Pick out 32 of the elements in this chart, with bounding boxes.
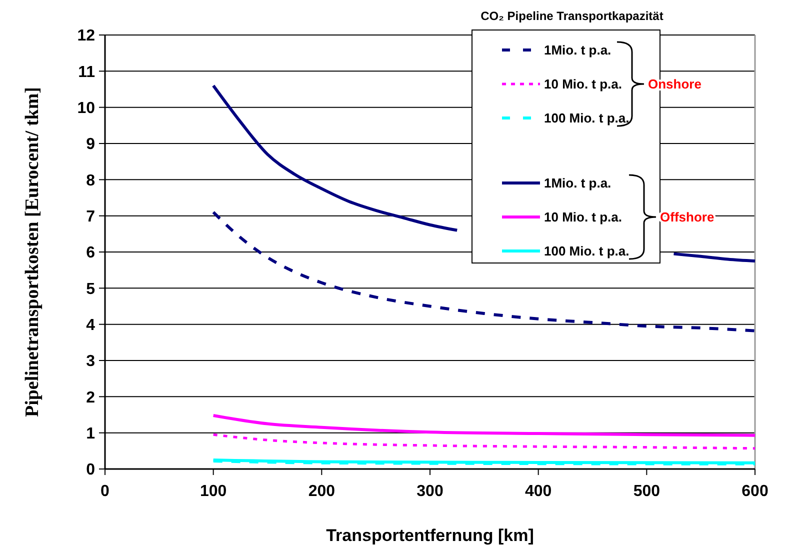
legend-label: 100 Mio. t p.a. xyxy=(544,244,630,259)
y-axis-title: Pipelinetransportkosten [Eurocent/ tkm] xyxy=(22,86,43,418)
x-tick-label: 600 xyxy=(742,483,768,500)
x-tick-label: 100 xyxy=(200,483,227,500)
legend-title: CO₂ Pipeline Transportkapazität xyxy=(480,9,664,23)
x-tick-label: 500 xyxy=(633,483,660,500)
x-tick-label: 400 xyxy=(524,483,552,500)
y-tick-label: 11 xyxy=(78,64,96,81)
y-tick-label: 9 xyxy=(86,136,96,154)
line-series xyxy=(212,433,756,450)
x-tick-label: 0 xyxy=(100,483,110,500)
y-tick-label: 5 xyxy=(86,280,96,298)
y-tick-label: 2 xyxy=(86,389,96,406)
legend-label: 1Mio. t p.a. xyxy=(544,176,612,191)
legend-label: 1Mio. t p.a. xyxy=(544,42,612,58)
legend-label: 10 Mio. t p.a. xyxy=(544,76,622,92)
x-tick-label: 300 xyxy=(416,483,444,500)
y-tick-label: 10 xyxy=(77,100,96,117)
line-series xyxy=(212,414,756,437)
line-series xyxy=(212,210,756,332)
y-tick-label: 4 xyxy=(86,316,96,334)
legend-label: 100 Mio. t p.a. xyxy=(544,110,630,126)
y-tick-label: 12 xyxy=(77,28,96,45)
x-axis-title: Transportentfernung [km] xyxy=(326,526,534,545)
y-tick-label: 7 xyxy=(86,208,96,226)
y-tick-label: 6 xyxy=(86,244,96,262)
y-tick-label: 0 xyxy=(86,462,96,479)
y-tick-label: 1 xyxy=(86,425,96,442)
y-tick-label: 3 xyxy=(86,353,96,370)
legend-label: 10 Mio. t p.a. xyxy=(544,210,622,225)
y-tick-label: 8 xyxy=(86,172,96,190)
x-tick-label: 200 xyxy=(308,483,336,500)
